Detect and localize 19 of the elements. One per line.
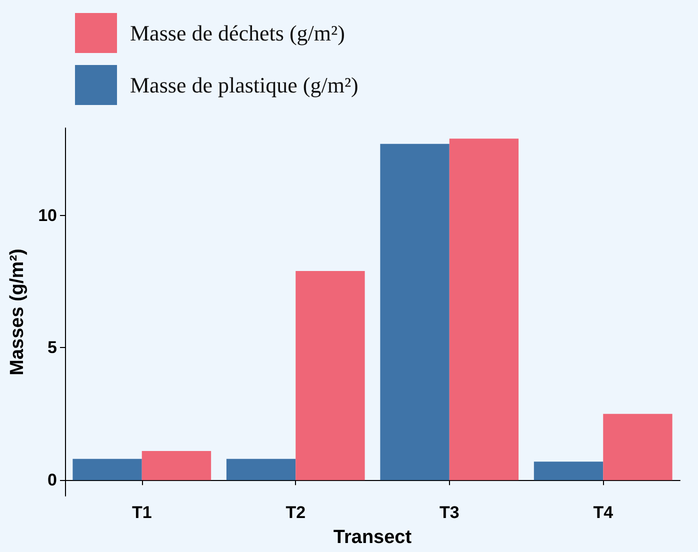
legend-label: Masse de déchets (g/m²) (130, 20, 345, 46)
y-axis-title: Masses (g/m²) (7, 248, 28, 376)
bar (72, 458, 142, 480)
legend-label: Masse de plastique (g/m²) (130, 72, 358, 98)
bar (534, 462, 604, 480)
y-tick-label: 0 (48, 470, 57, 490)
x-tick-label: T3 (439, 503, 460, 522)
bar (296, 270, 365, 480)
x-tick-label: T1 (132, 503, 152, 522)
bar (380, 144, 450, 480)
y-tick-label: 10 (38, 206, 57, 225)
x-tick-label: T4 (593, 503, 614, 522)
bar (226, 458, 296, 480)
y-tick-label: 5 (48, 338, 57, 358)
x-tick-label: T2 (286, 503, 306, 522)
x-axis-title: Transect (333, 527, 412, 548)
bar (603, 414, 672, 480)
bar (449, 138, 519, 480)
bar (142, 450, 212, 480)
